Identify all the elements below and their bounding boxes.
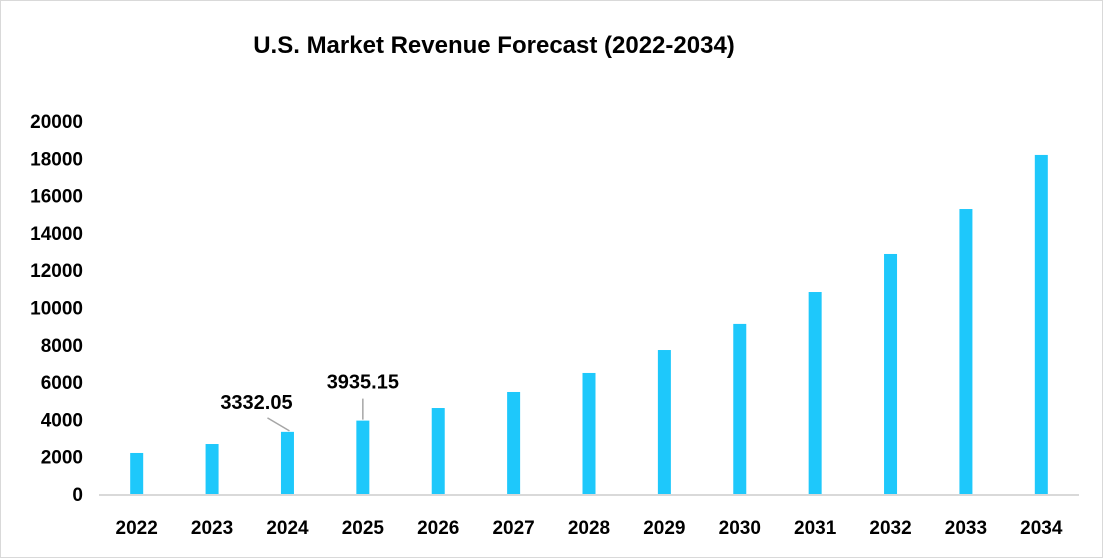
bar-2031 — [808, 292, 822, 494]
x-tick-label: 2024 — [266, 518, 309, 539]
y-tick-label: 0 — [72, 485, 83, 506]
y-tick-label: 8000 — [41, 336, 83, 357]
x-tick-label: 2022 — [116, 518, 158, 539]
x-tick-label: 2033 — [945, 518, 987, 539]
x-tick-label: 2032 — [869, 518, 911, 539]
y-axis-ticks: 0 2000 4000 6000 8000 10000 12000 14000 16000 180… — [30, 112, 83, 506]
bar-2032 — [884, 253, 898, 494]
bar-2024 — [280, 431, 294, 494]
bars — [130, 154, 1048, 494]
bar-2026 — [431, 408, 445, 494]
bar-2025 — [356, 420, 370, 494]
bar-2034 — [1034, 154, 1048, 494]
y-tick-label: 14000 — [30, 224, 83, 245]
bar-2028 — [582, 372, 596, 494]
x-tick-label: 2026 — [417, 518, 459, 539]
bar-2022 — [130, 452, 144, 494]
bar-2033 — [959, 209, 973, 494]
y-tick-label: 16000 — [30, 187, 83, 208]
bar-2027 — [507, 391, 521, 494]
bar-2029 — [657, 350, 671, 494]
chart-title: U.S. Market Revenue Forecast (2022-2034) — [253, 32, 735, 59]
y-tick-label: 10000 — [30, 299, 83, 320]
x-tick-label: 2028 — [568, 518, 610, 539]
y-tick-label: 20000 — [30, 112, 83, 133]
y-tick-label: 4000 — [41, 410, 83, 431]
x-tick-label: 2030 — [719, 518, 761, 539]
data-labels: 3332.05 3935.15 — [220, 372, 399, 432]
data-label-2024: 3332.05 — [220, 392, 292, 414]
y-tick-label: 6000 — [41, 373, 83, 394]
y-tick-label: 18000 — [30, 149, 83, 170]
bar-2030 — [733, 323, 747, 494]
y-tick-label: 12000 — [30, 261, 83, 282]
leader-line — [267, 417, 290, 432]
x-axis-ticks: 2022 2023 2024 2025 2026 2027 2028 2029 2030 2031… — [116, 518, 1063, 539]
x-tick-label: 2025 — [342, 518, 385, 539]
x-tick-label: 2029 — [643, 518, 685, 539]
x-tick-label: 2023 — [191, 518, 233, 539]
data-label-2025: 3935.15 — [327, 372, 399, 394]
y-tick-label: 2000 — [41, 448, 83, 469]
x-tick-label: 2027 — [492, 518, 534, 539]
bar-2023 — [205, 444, 219, 494]
x-tick-label: 2034 — [1020, 518, 1063, 539]
x-tick-label: 2031 — [794, 518, 837, 539]
